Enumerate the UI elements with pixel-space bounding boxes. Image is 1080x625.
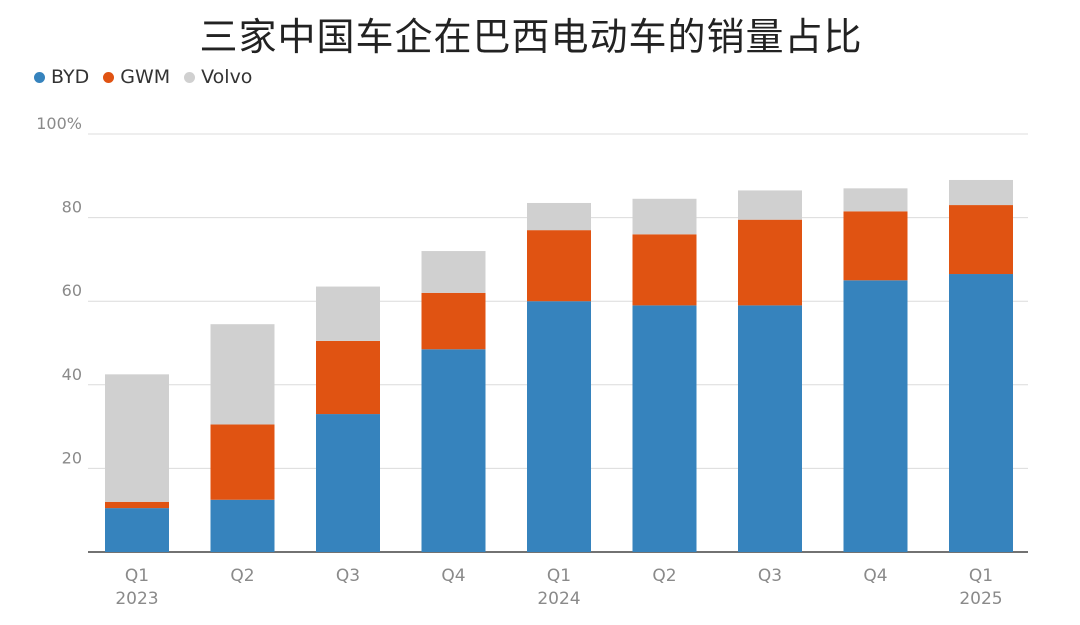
legend-label-gwm: GWM [120,66,171,88]
bar-segment-volvo [843,188,908,212]
chart-title: 三家中国车企在巴西电动车的销量占比 [199,15,863,59]
bar-segment-byd [105,508,169,552]
bar-segment-gwm [843,211,908,281]
bar-segment-byd [843,280,908,552]
legend-swatch-byd [34,71,45,83]
bar-segment-byd [632,305,697,552]
bar-segment-gwm [949,205,1013,275]
bar-segment-gwm [632,234,697,306]
legend-label-byd: BYD [51,66,90,88]
bar-segment-byd [738,305,802,552]
x-tick-label: Q1 [547,566,571,586]
bar-segment-volvo [527,202,591,231]
x-year-label: 2023 [115,589,158,609]
bar-segment-volvo [738,190,802,220]
y-tick-label: 100% [36,114,82,133]
x-tick-label: Q1 [969,566,993,586]
legend-label-volvo: Volvo [201,66,253,88]
x-year-label: 2024 [537,589,580,609]
bar-segment-gwm [738,219,802,306]
bar-segment-volvo [949,179,1013,206]
x-tick-label: Q3 [758,566,782,586]
bar-segment-gwm [527,230,591,302]
legend: BYD GWM Volvo [34,66,266,88]
legend-item-byd: BYD [34,66,89,88]
bar-segment-gwm [210,424,275,500]
x-tick-label: Q3 [336,566,360,586]
legend-swatch-volvo [184,71,196,83]
bar-segment-byd [949,274,1013,552]
y-tick-label: 20 [62,448,82,467]
bar-segment-volvo [421,251,486,293]
x-year-label: 2025 [959,589,1002,609]
y-tick-label: 80 [62,198,82,217]
y-tick-label: 40 [62,365,82,384]
bar-segment-byd [210,499,275,552]
legend-item-gwm: GWM [103,66,170,88]
bar-segment-gwm [316,340,380,415]
y-tick-label: 60 [62,281,82,300]
x-tick-label: Q4 [441,566,465,586]
bar-segment-byd [316,414,380,552]
bar-segment-gwm [105,501,169,509]
legend-swatch-gwm [103,71,115,83]
x-tick-label: Q2 [652,566,676,586]
x-tick-label: Q1 [125,566,149,586]
bar-segment-gwm [421,292,486,350]
x-tick-label: Q4 [863,566,887,586]
bar-segment-byd [421,349,486,552]
bar-segment-volvo [105,374,169,502]
bar-segment-volvo [210,324,275,425]
legend-item-volvo: Volvo [184,66,252,88]
x-tick-label: Q2 [230,566,254,586]
bar-segment-volvo [632,198,697,235]
bar-segment-byd [527,301,591,552]
bar-segment-volvo [316,286,380,341]
